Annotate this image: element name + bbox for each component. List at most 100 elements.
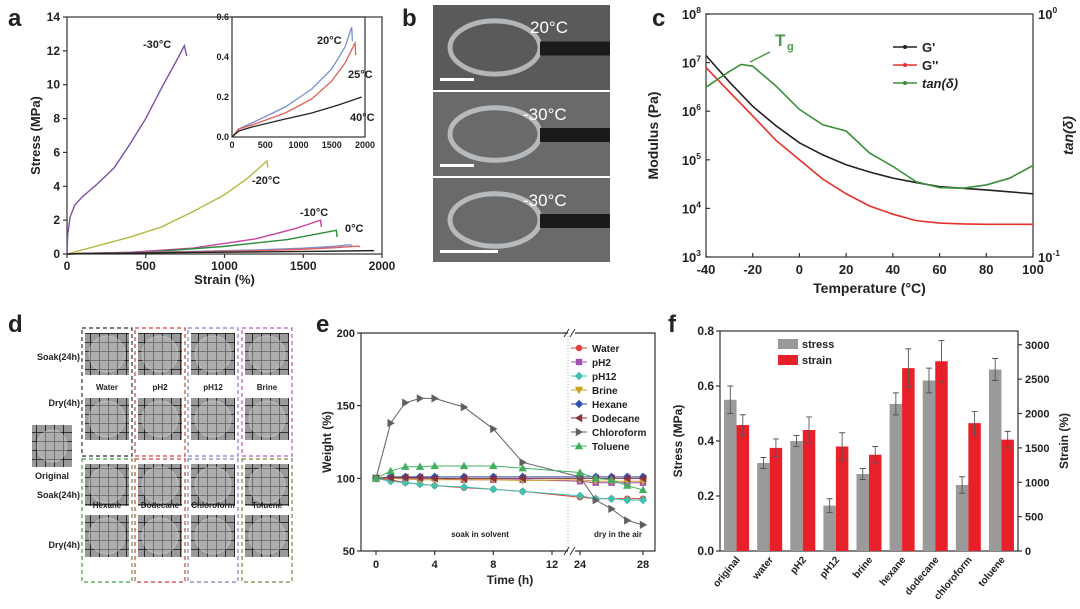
y2-axis-label: Strain (%): [1057, 413, 1071, 469]
bar-strain: [968, 423, 981, 551]
bar-stress: [922, 380, 936, 551]
y-tick-label: 150: [337, 401, 355, 413]
data-point-Chloroform: [639, 520, 648, 530]
curve-label: -20°C: [252, 175, 280, 187]
category-label: water: [750, 555, 776, 583]
y-tick-label: 0.2: [697, 489, 714, 503]
data-point-Toluene: [386, 466, 395, 475]
y-tick-label: 0.6: [697, 379, 714, 393]
inset-curve-label: 20°C: [317, 35, 342, 47]
scale-bar: [440, 78, 474, 81]
dry-photo: [85, 515, 129, 557]
error-bar: [859, 468, 866, 480]
y-tick-label: 100: [337, 473, 355, 485]
group-frame-Toluene: [241, 458, 293, 583]
data-point-Chloroform: [490, 424, 498, 434]
data-point-Dodecane: [489, 474, 497, 483]
group-frame-Dodecane: [134, 458, 186, 583]
data-point-Toluene: [518, 463, 527, 472]
bar-stress: [757, 463, 770, 551]
legend-marker: [574, 371, 584, 381]
soak-photo: [191, 464, 235, 506]
y2-tick-label: 1500: [1025, 443, 1049, 455]
x-axis-label: Strain (%): [194, 272, 255, 287]
legend-marker: [575, 427, 584, 437]
error-bar: [727, 385, 734, 414]
gel-disc: [248, 400, 286, 438]
legend-marker: [575, 358, 583, 366]
plot-frame: [705, 13, 1034, 258]
data-point-Dodecane: [623, 474, 631, 483]
gel-disc: [194, 400, 232, 438]
tg-arrow-icon: [749, 51, 771, 63]
y2-tick-label: 0: [1025, 546, 1031, 558]
gel-disc: [141, 466, 179, 504]
error-bar: [826, 498, 833, 513]
data-point-Chloroform: [402, 398, 410, 407]
dry-photo: [138, 515, 182, 557]
error-bar: [806, 416, 813, 444]
gel-disc: [88, 335, 126, 373]
data-point-Dodecane: [459, 474, 468, 483]
y2-tick-label: 1000: [1025, 477, 1049, 489]
bar-stress: [790, 441, 803, 551]
data-point-pH12: [489, 485, 498, 494]
axis-break-icon: [563, 546, 576, 556]
y-axis-label: Stress (MPa): [671, 405, 685, 478]
data-point-Toluene: [415, 462, 425, 470]
photo-temperature-label: 20°C: [530, 18, 568, 37]
series-line-40°C: [66, 249, 375, 255]
x-tick-label: 40: [886, 262, 900, 277]
dry-photo: [245, 398, 289, 440]
series-line-0°C: [66, 229, 338, 255]
group-frame-Brine: [241, 327, 293, 457]
bar-strain: [835, 446, 849, 551]
data-point-Dodecane: [638, 474, 647, 483]
data-point-pH12: [415, 479, 425, 489]
inset-curve-label: 25°C: [348, 69, 373, 81]
group-frame-Water: [81, 327, 133, 457]
group-label: Toluene: [252, 501, 283, 510]
x-axis-label: Time (h): [487, 573, 533, 587]
data-point-Chloroform: [416, 394, 425, 403]
scale-bar: [440, 164, 474, 167]
curve-label: -10°C: [300, 207, 328, 219]
error-bar: [959, 476, 966, 494]
gel-disc: [141, 400, 179, 438]
data-point-Toluene: [591, 474, 600, 482]
x-tick-label: -20: [743, 262, 762, 277]
y-tick-label: 8: [53, 112, 60, 126]
y-tick-label: 14: [47, 10, 61, 24]
y-tick-label: 12: [47, 44, 61, 58]
panel-label-d: d: [8, 311, 23, 338]
group-label: Water: [96, 383, 118, 392]
error-bar: [892, 392, 899, 416]
series-line--20°C: [66, 159, 269, 255]
dry-photo: [138, 398, 182, 440]
clamp-icon: [540, 41, 610, 56]
y-tick-label: 104: [682, 199, 701, 216]
photo-temperature-label: -30°C: [523, 191, 567, 210]
inset-series-line-40°C: [231, 96, 362, 138]
data-point-Toluene: [371, 474, 381, 482]
data-point-Chloroform: [431, 394, 439, 403]
inset-x-tick-label: 0: [229, 140, 234, 150]
x-tick-label: 0: [796, 262, 803, 277]
category-label: original: [711, 555, 743, 590]
legend-marker: [574, 399, 584, 409]
soak-photo: [245, 464, 289, 506]
soak-photo: [138, 464, 182, 506]
x-tick-label: 0: [373, 559, 379, 571]
soak-photo: [245, 333, 289, 375]
data-point-Chloroform: [387, 418, 395, 428]
gel-disc: [248, 466, 286, 504]
inset-series-line-25°C: [231, 40, 357, 138]
panel-label-a: a: [8, 5, 22, 32]
series-line-G': [705, 54, 1034, 195]
dry-photo: [191, 398, 235, 440]
bar-strain: [769, 447, 783, 551]
axis-break-icon: [563, 328, 576, 338]
y-tick-label: 50: [343, 546, 355, 558]
group-frame-pH2: [134, 327, 186, 457]
